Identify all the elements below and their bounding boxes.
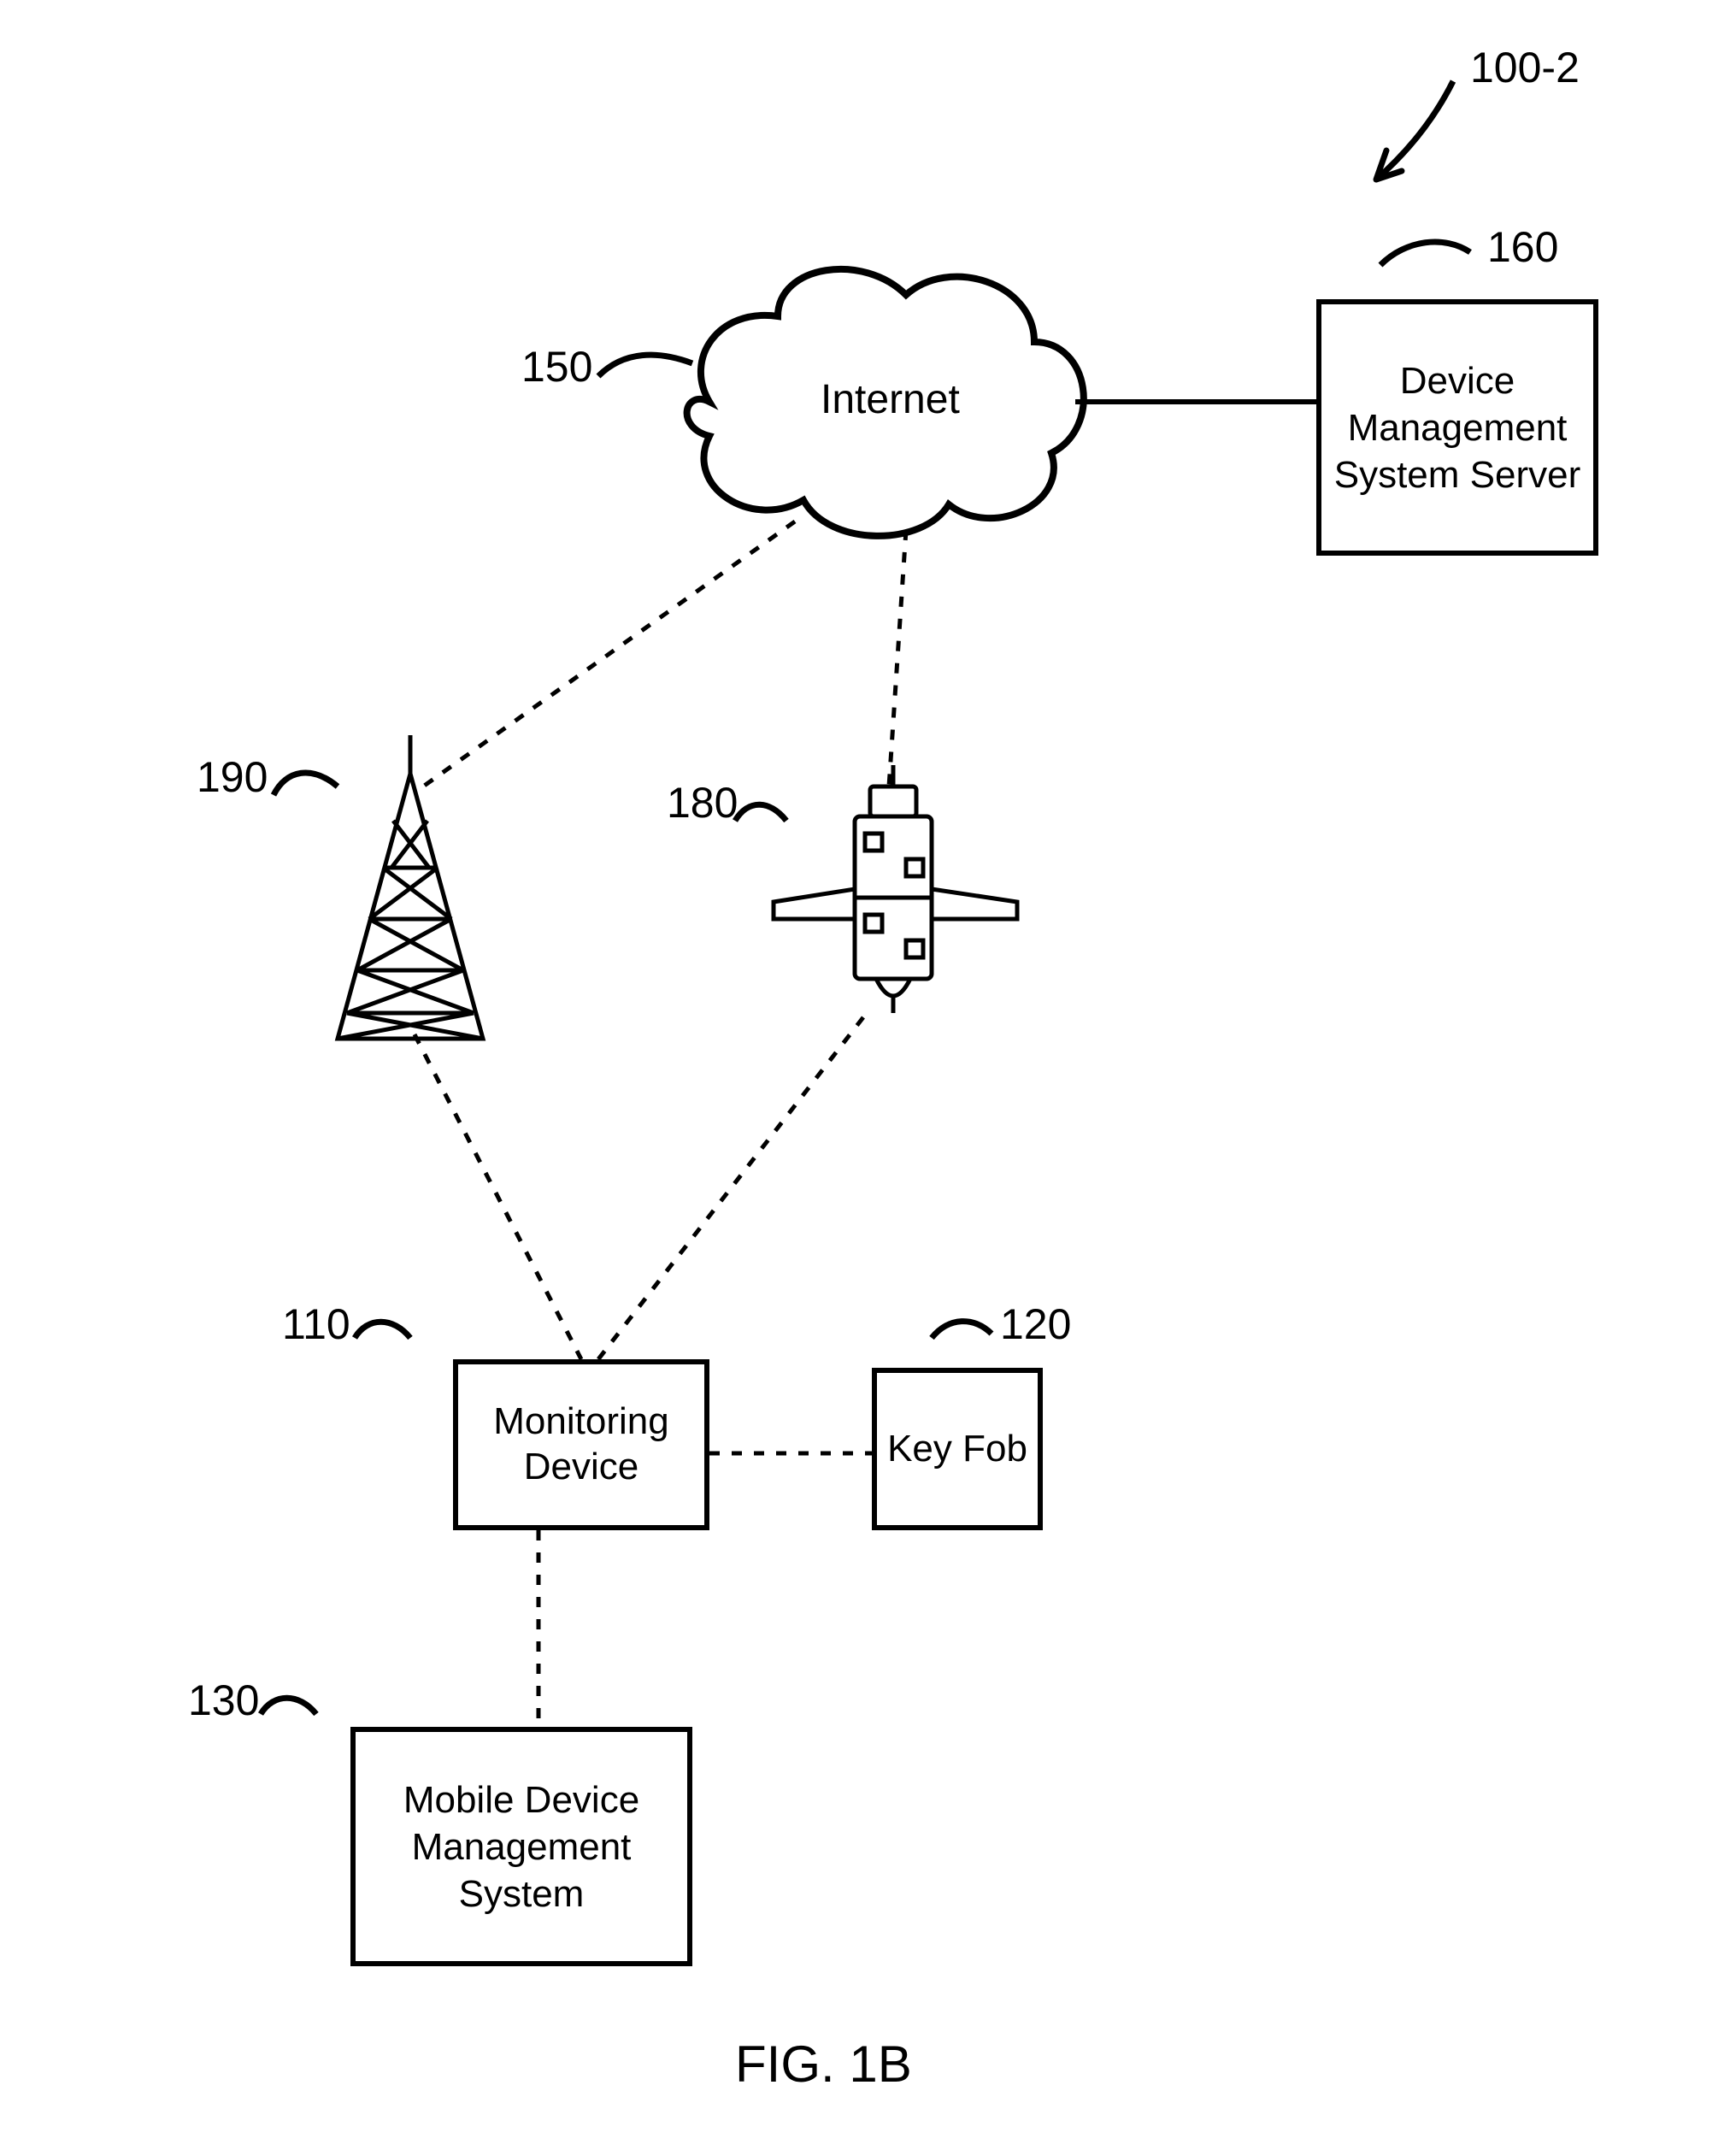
ref-110: 110 xyxy=(282,1299,350,1349)
leader-150 xyxy=(598,355,692,376)
mdm-label: Mobile Device Management System xyxy=(356,1776,687,1917)
diagram-canvas: { "figure": { "caption": "FIG. 1B", "cap… xyxy=(0,0,1730,2156)
ref-190: 190 xyxy=(197,752,268,802)
ref-180: 180 xyxy=(667,778,738,828)
satellite-icon xyxy=(774,765,1017,1013)
leader-180 xyxy=(735,804,786,821)
ref-150: 150 xyxy=(521,342,592,392)
leader-160 xyxy=(1380,242,1470,265)
ref-130: 130 xyxy=(188,1676,259,1725)
keyfob-label: Key Fob xyxy=(887,1427,1027,1472)
monitoring-box: Monitoring Device xyxy=(453,1359,709,1530)
server-label: Device Management System Server xyxy=(1321,357,1593,498)
ref-160: 160 xyxy=(1487,222,1558,272)
edge-tower-monitor xyxy=(415,1034,581,1359)
edge-cloud-tower xyxy=(423,521,795,786)
leader-110 xyxy=(355,1322,410,1338)
system-ref-arrow xyxy=(1376,81,1453,180)
edge-sat-monitor xyxy=(598,1017,863,1359)
edge-cloud-sat xyxy=(889,530,906,786)
leader-120 xyxy=(932,1322,992,1338)
leader-190 xyxy=(274,773,338,795)
leader-130 xyxy=(261,1698,316,1714)
ref-100-2: 100-2 xyxy=(1470,43,1580,92)
figure-caption: FIG. 1B xyxy=(735,2035,912,2094)
ref-120: 120 xyxy=(1000,1299,1071,1349)
mdm-box: Mobile Device Management System xyxy=(350,1727,692,1966)
tower-icon xyxy=(338,735,483,1039)
internet-label: Internet xyxy=(821,376,960,423)
server-box: Device Management System Server xyxy=(1316,299,1598,556)
keyfob-box: Key Fob xyxy=(872,1368,1043,1530)
monitoring-label: Monitoring Device xyxy=(458,1399,704,1490)
